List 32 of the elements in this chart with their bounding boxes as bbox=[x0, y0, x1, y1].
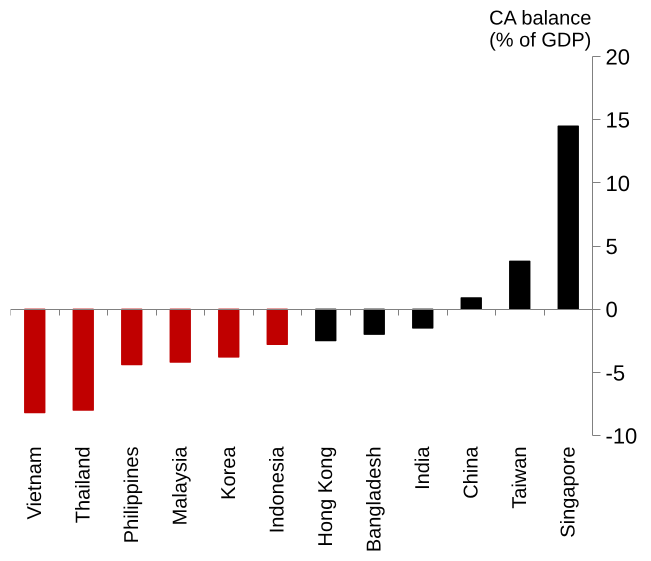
bar bbox=[24, 308, 46, 414]
x-tick-label: Thailand bbox=[72, 446, 94, 524]
y-tick-label: 5 bbox=[606, 234, 618, 259]
x-tick-label: Vietnam bbox=[24, 446, 46, 520]
bar bbox=[170, 308, 191, 363]
x-tick-label: Singapore bbox=[557, 446, 580, 538]
x-tick-label: Hong Kong bbox=[314, 446, 337, 547]
bar bbox=[266, 308, 288, 346]
y-axis-title: CA balance (% of GDP) bbox=[489, 8, 592, 52]
bar bbox=[364, 308, 385, 335]
x-tick-label: Bangladesh bbox=[363, 446, 386, 552]
y-tick-label: -10 bbox=[606, 424, 638, 448]
bar bbox=[315, 308, 336, 342]
y-tick-label: 0 bbox=[606, 297, 618, 322]
x-tick-label: India bbox=[412, 446, 434, 490]
bar bbox=[72, 308, 94, 411]
bar bbox=[558, 125, 579, 310]
y-tick-label: -5 bbox=[606, 360, 626, 386]
x-tick-label: Indonesia bbox=[266, 446, 288, 534]
bar bbox=[121, 308, 142, 366]
bar bbox=[218, 308, 240, 358]
bar bbox=[509, 260, 530, 310]
y-tick-label: 20 bbox=[606, 44, 630, 70]
x-tick-label: Philippines bbox=[120, 446, 143, 544]
x-tick-label: China bbox=[460, 446, 482, 499]
y-tick-label: 10 bbox=[606, 170, 630, 196]
y-tick-label: 15 bbox=[606, 108, 630, 133]
bar bbox=[460, 297, 482, 310]
x-tick-label: Malaysia bbox=[169, 446, 192, 526]
bar bbox=[412, 308, 434, 329]
x-tick-label: Korea bbox=[218, 446, 240, 500]
x-tick-label: Taiwan bbox=[508, 446, 531, 509]
